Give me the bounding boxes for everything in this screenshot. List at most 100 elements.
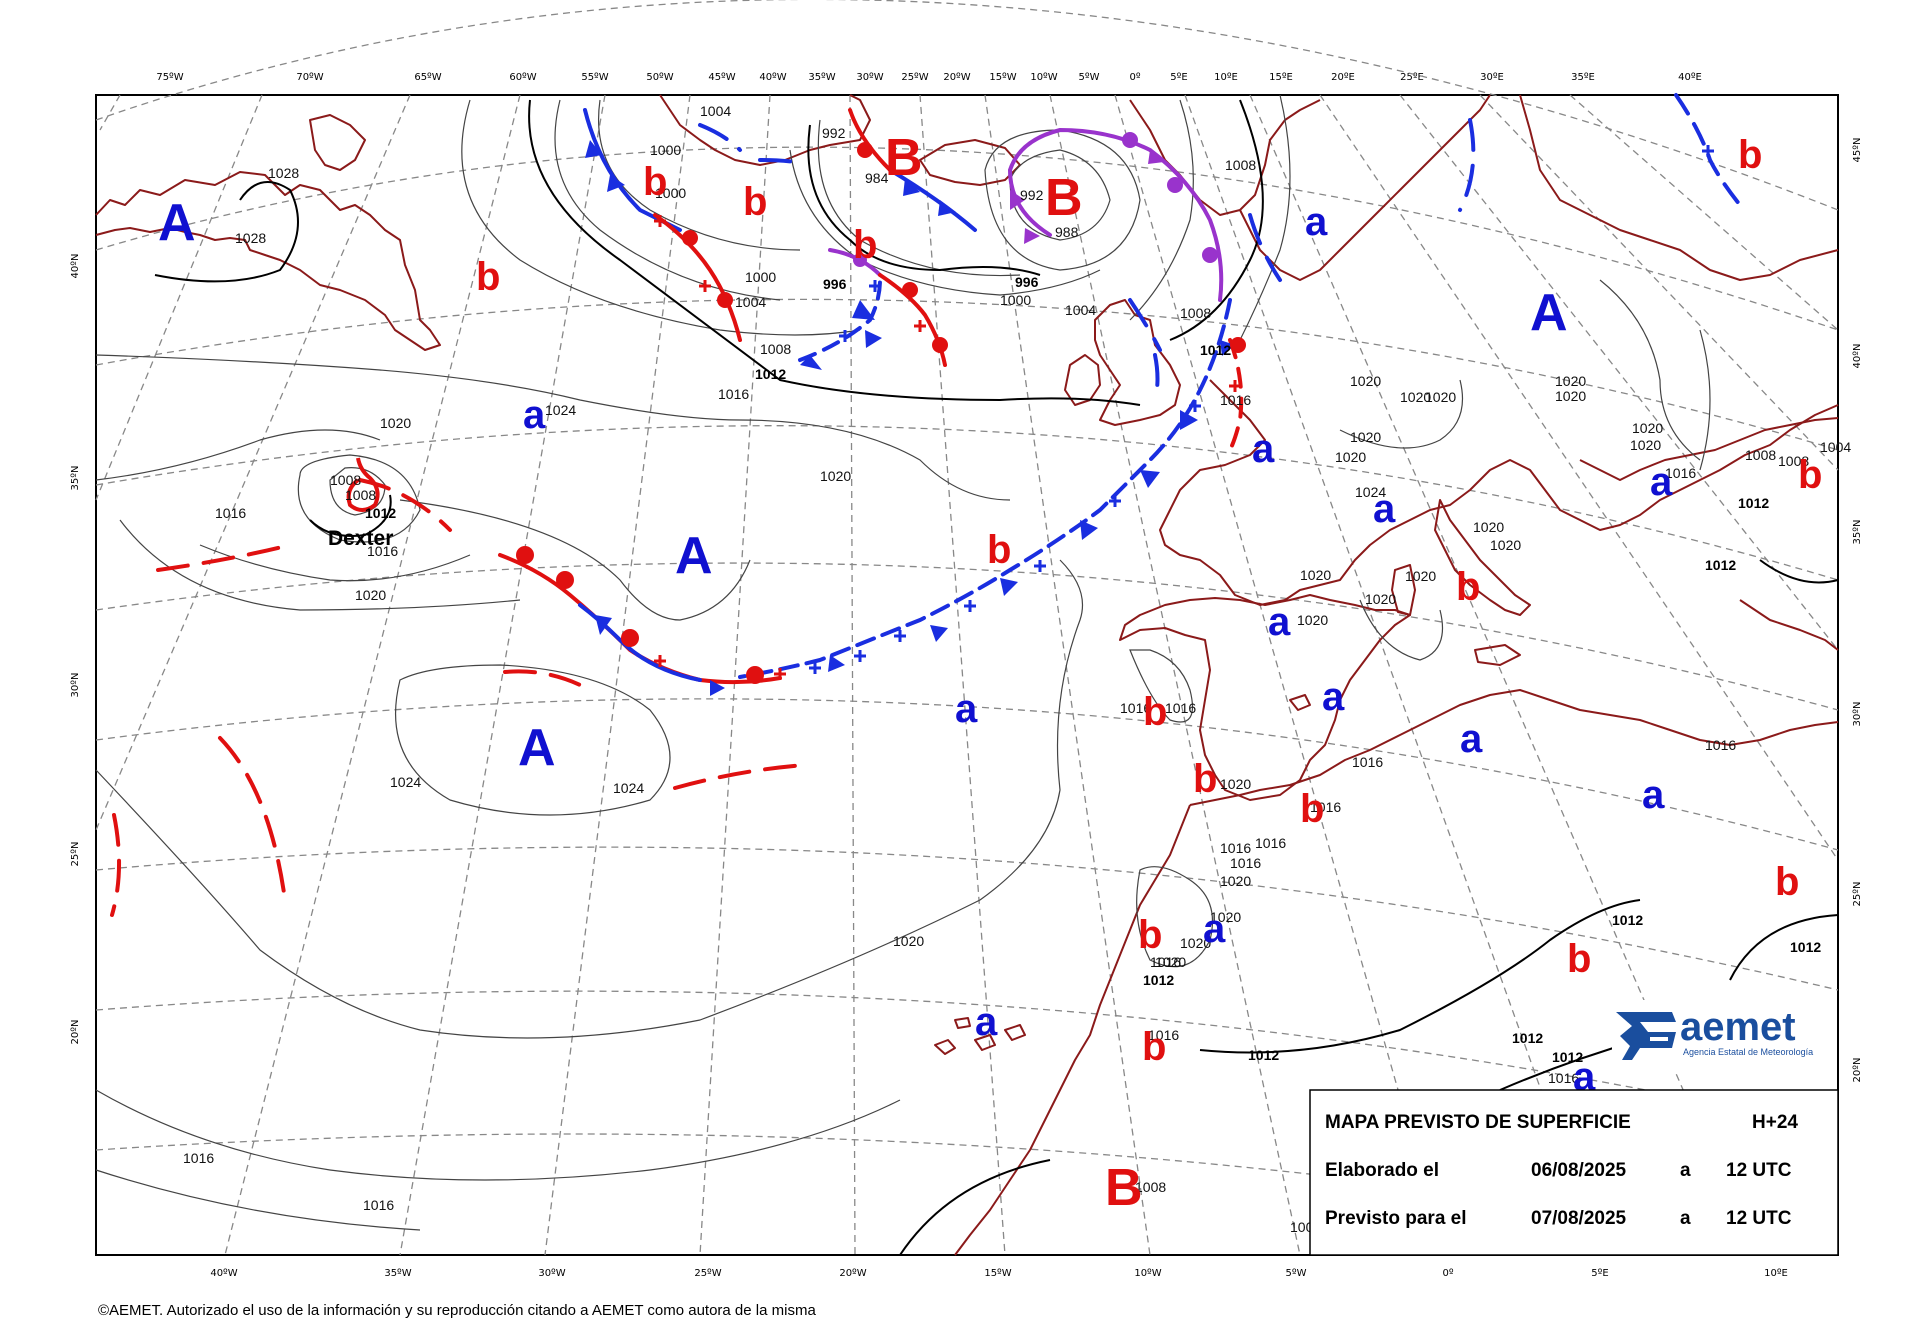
info-valid-date: 07/08/2025 <box>1531 1208 1627 1229</box>
cross-mark <box>914 320 926 332</box>
isobar-label: 1020 <box>1350 373 1381 389</box>
pressure-systems: A A A A B B B a a a a a a a a a a a a a … <box>158 129 1822 1217</box>
warm-pip <box>857 142 873 158</box>
isobar <box>1009 149 1111 241</box>
occluded-pip <box>1010 190 1025 210</box>
iceland <box>919 139 1021 186</box>
isobar <box>984 129 1141 271</box>
left-latitude-ticks: 40ºN 35ºN 30ºN 25ºN 20ºN <box>70 254 81 1045</box>
trough <box>358 478 452 532</box>
isobar-label: 1020 <box>1555 388 1586 404</box>
cold-pip <box>930 625 948 642</box>
isobar-label: 1012 <box>1512 1030 1543 1046</box>
cold-pip <box>903 178 920 196</box>
longitude-tick-label: 15ºE <box>1269 72 1293 83</box>
high-pressure-label: A <box>1530 284 1568 342</box>
isobar-label: 1024 <box>390 774 421 790</box>
longitude-tick-label: 15ºW <box>989 72 1016 83</box>
iberia <box>1119 594 1411 801</box>
longitude-tick-label: 35ºW <box>384 1268 411 1279</box>
isobars <box>95 94 1711 1231</box>
relative-high-label: a <box>1573 1055 1596 1099</box>
meridian <box>919 94 1006 1256</box>
isobar-bold <box>309 494 392 537</box>
isobar-label: 1016 <box>1150 954 1181 970</box>
relative-low-label: b <box>853 223 877 267</box>
meridian <box>399 94 606 1256</box>
cross-mark <box>654 215 666 227</box>
isobar-label: 1020 <box>1350 429 1381 445</box>
isobar-label: 1020 <box>1220 873 1251 889</box>
isobar-label: 1012 <box>1612 912 1643 928</box>
isobar-label: 1016 <box>183 1150 214 1166</box>
parallel <box>95 562 1839 711</box>
longitude-tick-label: 10ºW <box>1030 72 1057 83</box>
latitude-tick-label: 35ºN <box>70 466 81 491</box>
meridian <box>1114 94 1446 1256</box>
cold-pips <box>585 140 1235 696</box>
isobar-label: 1016 <box>1310 799 1341 815</box>
balearics <box>1289 694 1311 711</box>
longitude-tick-label: 10ºE <box>1214 72 1238 83</box>
isobar-label: 1016 <box>215 505 246 521</box>
isobar-label: 1000 <box>745 269 776 285</box>
longitude-tick-label: 5ºW <box>1079 72 1100 83</box>
sicily <box>1474 644 1521 666</box>
parallel <box>95 846 1839 991</box>
relative-low-label: b <box>743 180 767 224</box>
relative-high-label: a <box>1305 200 1328 244</box>
cold-pip <box>585 140 602 158</box>
isobar-label: 988 <box>1055 224 1079 240</box>
warm-pip <box>902 282 918 298</box>
isobar-label: 1024 <box>1355 484 1386 500</box>
info-step: H+24 <box>1752 1112 1798 1133</box>
isobar <box>1359 599 1444 661</box>
isobar-label: 1016 <box>1255 835 1286 851</box>
stationary-front <box>798 278 882 362</box>
isobar-label: 1012 <box>1738 495 1769 511</box>
isobar-label: 1020 <box>1180 935 1211 951</box>
warm-pip <box>556 571 574 589</box>
isobar-label: 1012 <box>1552 1049 1583 1065</box>
relative-low-label: b <box>1138 913 1162 957</box>
occluded-pip <box>1167 177 1183 193</box>
isobar-label: 1004 <box>735 294 766 310</box>
relative-high-label: a <box>955 687 978 731</box>
cross-mark <box>654 655 666 667</box>
parallel <box>95 425 1839 581</box>
isobar-label: 1012 <box>1248 1047 1279 1063</box>
isobar-label: 1008 <box>1135 1179 1166 1195</box>
isobar-label: 1020 <box>1405 568 1436 584</box>
hurricane-symbol <box>346 457 380 512</box>
isobar-label: 1028 <box>235 230 266 246</box>
isobar <box>1129 99 1194 321</box>
cross-mark <box>869 280 881 292</box>
cold-pip <box>852 300 875 320</box>
meridian <box>984 94 1151 1256</box>
sardinia <box>1391 564 1416 616</box>
relative-low-label: b <box>987 528 1011 572</box>
relative-low-label: b <box>1456 565 1480 609</box>
madeira <box>954 1017 971 1029</box>
isobar-label: 1000 <box>655 185 686 201</box>
baltic-east <box>1519 94 1839 281</box>
meridian <box>1479 94 1839 471</box>
cold-pip <box>607 175 625 192</box>
isobar-label: 1020 <box>1210 909 1241 925</box>
isobar <box>394 664 671 816</box>
info-valid-at: a <box>1680 1208 1691 1229</box>
relative-high-label: a <box>1650 460 1673 504</box>
trough <box>1458 118 1476 212</box>
longitude-tick-label: 25ºE <box>1400 72 1424 83</box>
isobar-label: 1016 <box>1220 840 1251 856</box>
parallel <box>95 698 1839 851</box>
isobar-label: 1016 <box>1148 1027 1179 1043</box>
trough <box>1153 353 1160 402</box>
info-valid-time: 12 UTC <box>1726 1208 1792 1229</box>
isobar-label: 1020 <box>820 468 851 484</box>
relative-high-label: a <box>1268 600 1291 644</box>
isobar-labels: 1028 1028 1004 1000 1000 1000 1004 1008 … <box>183 103 1851 1235</box>
isobar-bold <box>807 124 1041 276</box>
relative-high-label: a <box>523 393 546 437</box>
map-frame <box>95 94 1839 1256</box>
